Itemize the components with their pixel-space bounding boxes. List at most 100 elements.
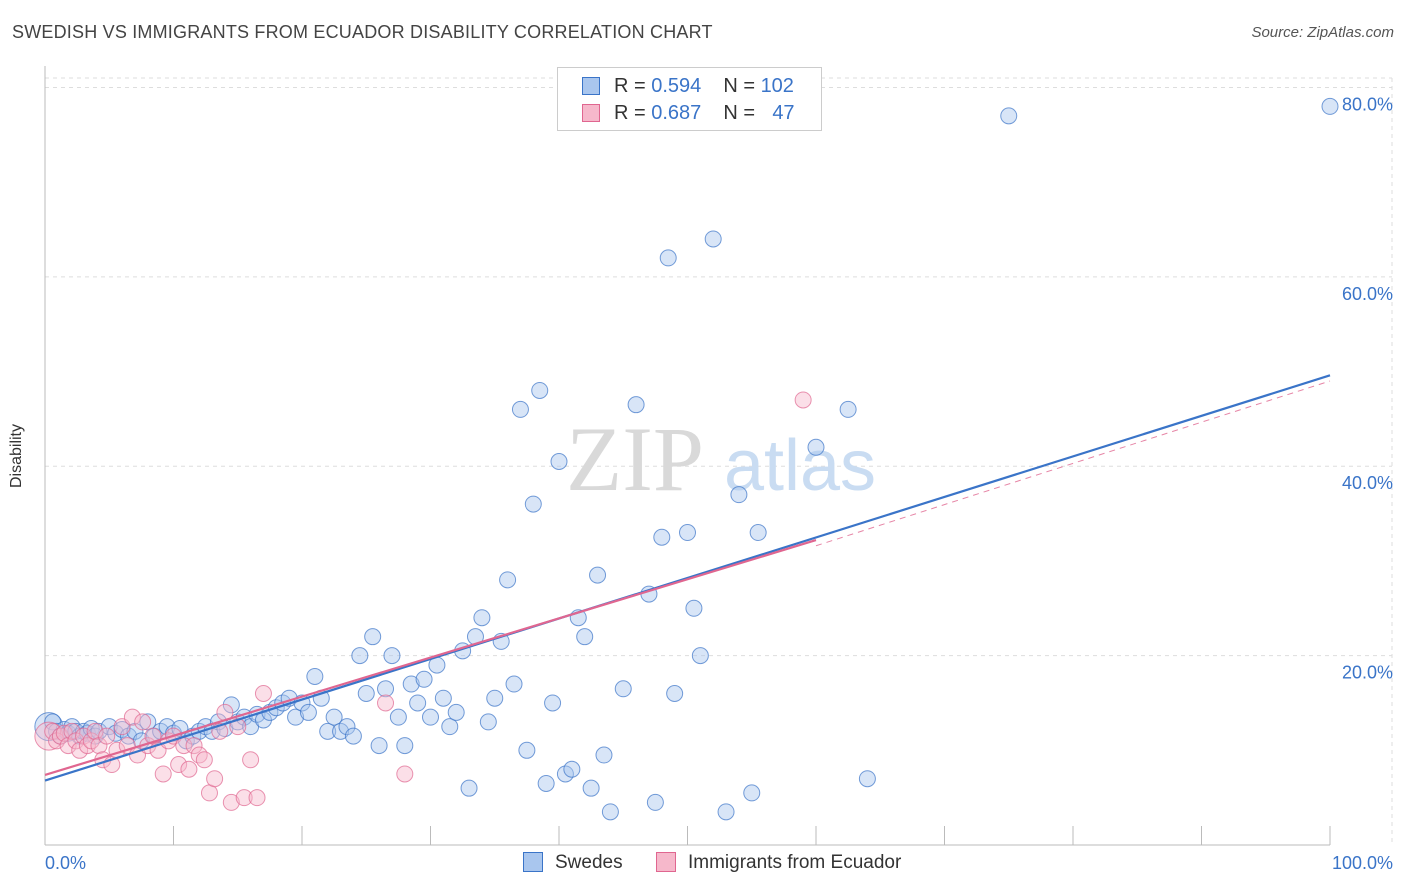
- ecuador-point: [190, 746, 208, 764]
- swedes-point: [511, 400, 529, 418]
- swedes-point: [666, 684, 684, 702]
- ecuador-point: [377, 694, 395, 712]
- swedes-point: [550, 453, 568, 470]
- swedes-point: [614, 680, 632, 698]
- swedes-point: [839, 400, 857, 418]
- swedes-point: [1321, 97, 1339, 115]
- swedes-point: [441, 718, 459, 736]
- ecuador-trend-line: [44, 539, 817, 776]
- swedes-point: [299, 703, 317, 721]
- swedes-point: [473, 609, 491, 627]
- swedes-point: [377, 680, 395, 698]
- stats-legend: R = 0.594 N = 102 R = 0.687 N = 47: [557, 67, 822, 131]
- r-label: R =: [614, 75, 646, 97]
- x-tick-label: 100.0%: [1332, 853, 1393, 873]
- ecuador-points: [34, 391, 812, 811]
- tick-labels: 20.0% 40.0% 60.0% 80.0% 0.0% 100.0%: [45, 94, 1393, 873]
- swedes-point: [524, 495, 542, 513]
- ecuador-point: [195, 751, 213, 769]
- y-tick-label: 60.0%: [1342, 284, 1393, 304]
- ecuador-point: [123, 708, 141, 726]
- swedes-point: [653, 528, 671, 546]
- ecuador-point: [180, 760, 198, 778]
- ecuador-point: [222, 793, 240, 811]
- y-tick-label: 20.0%: [1342, 663, 1393, 683]
- stats-legend-ecuador: R = 0.687 N = 47: [582, 102, 795, 126]
- swedes-point: [486, 689, 504, 707]
- y-tick-label: 40.0%: [1342, 473, 1393, 493]
- chart-title: SWEDISH VS IMMIGRANTS FROM ECUADOR DISAB…: [12, 22, 713, 42]
- legend-item-ecuador[interactable]: Immigrants from Ecuador: [656, 852, 901, 874]
- swedes-point: [460, 779, 478, 797]
- ecuador-point: [248, 789, 266, 807]
- swedes-trend-line: [44, 374, 1331, 782]
- swedes-point: [730, 486, 748, 504]
- swedes-point: [338, 718, 356, 736]
- swedes-point: [807, 438, 825, 456]
- ecuador-swatch: [582, 104, 600, 122]
- watermark: ZIP atlas: [566, 408, 876, 510]
- ecuador-legend-swatch: [656, 852, 676, 872]
- swedes-point: [1000, 107, 1018, 125]
- swedes-point: [389, 708, 407, 726]
- swedes-point: [518, 741, 536, 759]
- ecuador-point: [200, 784, 218, 802]
- r-label: R =: [614, 102, 646, 124]
- swedes-point: [402, 675, 420, 693]
- swedes-point: [287, 708, 305, 726]
- swedes-point: [499, 571, 517, 589]
- series-legend: Swedes Immigrants from Ecuador: [0, 852, 1406, 878]
- swedes-point: [447, 703, 465, 721]
- swedes-point: [595, 746, 613, 764]
- swedes-point: [685, 599, 703, 617]
- swedes-point: [357, 684, 375, 702]
- swedes-legend-swatch: [523, 852, 543, 872]
- ecuador-trend-extension: [815, 380, 1331, 547]
- swedes-point: [531, 381, 549, 399]
- swedes-point: [589, 566, 607, 584]
- swedes-point: [409, 694, 427, 712]
- r-value: 0.594: [651, 75, 702, 97]
- ecuador-point: [794, 391, 812, 409]
- swedes-point: [627, 396, 645, 414]
- ecuador-point: [242, 751, 260, 769]
- legend-label-swedes: Swedes: [555, 852, 623, 873]
- swedes-point: [704, 230, 722, 248]
- swedes-point: [351, 647, 369, 665]
- ecuador-point: [229, 718, 247, 736]
- swedes-point: [601, 803, 619, 821]
- watermark-zip: ZIP: [566, 408, 704, 510]
- swedes-point: [537, 774, 555, 792]
- n-value: 102: [760, 75, 794, 97]
- source-credit: Source: ZipAtlas.com: [1251, 24, 1394, 41]
- n-value: 47: [772, 102, 795, 124]
- swedes-point: [396, 737, 414, 755]
- n-label: N =: [723, 102, 755, 124]
- legend-item-swedes[interactable]: Swedes: [523, 852, 623, 874]
- swedes-point: [576, 628, 594, 646]
- swedes-point: [370, 737, 388, 755]
- swedes-point: [691, 647, 709, 665]
- ecuador-point: [185, 737, 203, 755]
- swedes-point: [415, 670, 433, 688]
- swedes-point: [344, 727, 362, 745]
- axes: [44, 66, 1331, 846]
- swedes-point: [743, 784, 761, 802]
- ecuador-point: [206, 770, 224, 788]
- swedes-point: [749, 524, 767, 542]
- trend-lines: [44, 374, 1331, 782]
- swedes-point: [582, 779, 600, 797]
- swedes-point: [505, 675, 523, 693]
- swedes-point: [659, 249, 677, 267]
- swedes-point: [563, 760, 581, 778]
- r-value: 0.687: [651, 102, 702, 124]
- ecuador-point: [98, 727, 116, 745]
- swedes-point: [325, 708, 343, 726]
- x-tick-label: 0.0%: [45, 853, 86, 873]
- swedes-point: [383, 647, 401, 665]
- swedes-point: [306, 667, 324, 685]
- watermark-atlas: atlas: [724, 426, 876, 506]
- ecuador-point: [170, 756, 188, 774]
- swedes-point: [544, 694, 562, 712]
